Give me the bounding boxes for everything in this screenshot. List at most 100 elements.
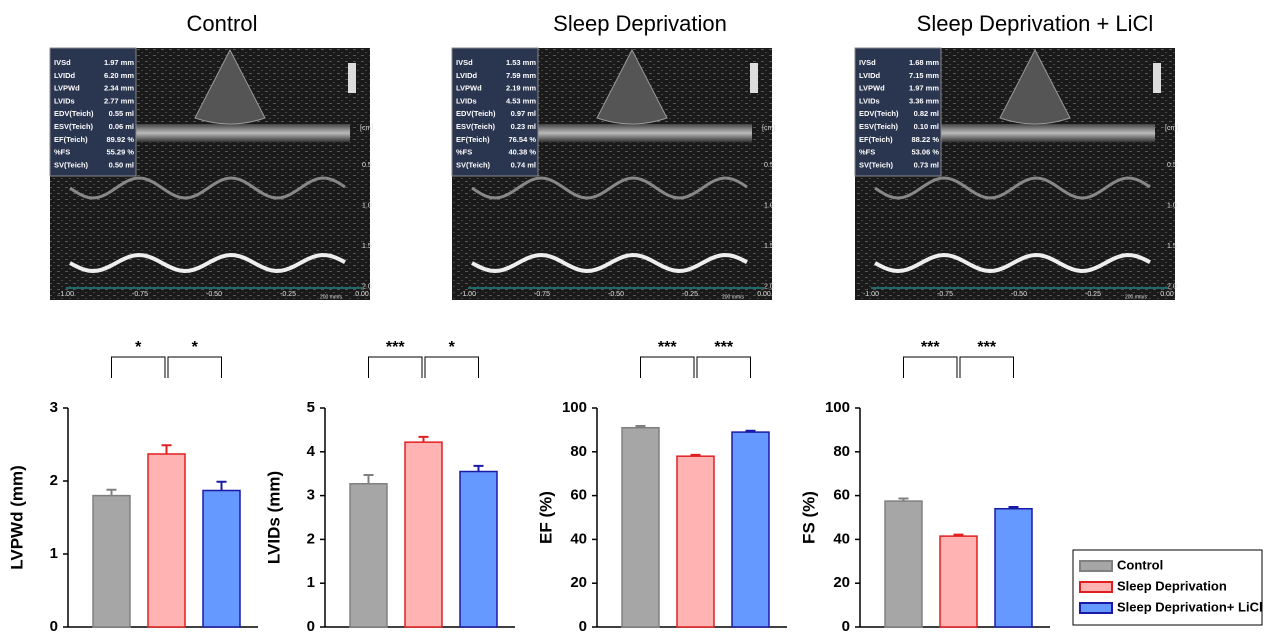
y-tick-label: 20: [570, 574, 587, 591]
measurement-value: 1.97 mm: [104, 58, 134, 67]
error-bar: [419, 437, 429, 442]
measurement-value: 0.73 ml: [914, 160, 939, 169]
echo-band: [537, 124, 752, 142]
measurement-label: LVIDs: [456, 96, 477, 105]
y-tick-label: 0: [50, 618, 58, 634]
measurement-label: EF(Teich): [54, 135, 88, 144]
significance-bracket: [641, 357, 695, 378]
echo-depth-label: 1.0: [362, 202, 372, 209]
echo-x-label: -0.50: [1011, 291, 1027, 298]
y-tick-label: 60: [833, 487, 850, 504]
measurement-value: 89.92 %: [106, 135, 134, 144]
y-tick-label: 0: [307, 618, 315, 634]
echo-band: [135, 124, 350, 142]
measurement-label: LVIDd: [54, 71, 76, 80]
bar: [405, 442, 442, 627]
measurement-value: 0.97 ml: [511, 109, 536, 118]
measurement-value: 76.54 %: [508, 135, 536, 144]
echo-x-label: 0.00: [355, 291, 369, 298]
echo-x-label: 0.00: [1160, 291, 1174, 298]
echo-x-label: -0.50: [206, 291, 222, 298]
measurement-label: EDV(Teich): [859, 109, 899, 118]
bar: [732, 432, 769, 627]
echo-x-label: -1.00: [58, 291, 74, 298]
legend-swatch: [1080, 561, 1112, 571]
measurement-value: 6.20 mm: [104, 71, 134, 80]
panel-title: Sleep Deprivation + LiCl: [917, 11, 1154, 36]
measurement-value: 2.19 mm: [506, 84, 536, 93]
y-tick-label: 60: [570, 487, 587, 504]
measurement-label: LVIDd: [456, 71, 478, 80]
error-bar: [107, 490, 117, 496]
echo-depth-label: 1.5: [362, 243, 372, 250]
significance-label: ***: [921, 339, 940, 356]
gray-scale: [1153, 63, 1161, 93]
echo-depth-label: 2.0: [362, 283, 372, 290]
measurement-value: 4.53 mm: [506, 96, 536, 105]
measurement-label: SV(Teich): [456, 160, 491, 169]
bar: [995, 509, 1032, 627]
echo-x-label: -0.75: [132, 291, 148, 298]
bar: [622, 428, 659, 627]
measurement-value: 3.36 mm: [909, 96, 939, 105]
bar: [460, 472, 497, 627]
error-bar: [162, 445, 172, 454]
measurement-label: LVIDs: [859, 96, 880, 105]
echo-x-label: -0.25: [1085, 291, 1101, 298]
y-tick-label: 3: [50, 399, 58, 416]
bar: [203, 490, 240, 627]
legend-label: Sleep Deprivation+ LiCl: [1117, 599, 1263, 614]
y-axis-label: EF (%): [536, 491, 555, 544]
echo-x-label: -0.75: [534, 291, 550, 298]
echo-depth-label: 2.0: [764, 283, 774, 290]
y-tick-label: 20: [833, 574, 850, 591]
echo-x-label: -0.50: [608, 291, 624, 298]
y-tick-label: 100: [562, 399, 587, 416]
y-tick-label: 2: [307, 530, 315, 547]
echo-depth-label: 1.5: [764, 243, 774, 250]
echo-speed: 200 mm/s: [722, 294, 744, 300]
measurement-value: 7.15 mm: [909, 71, 939, 80]
significance-label: ***: [658, 339, 677, 356]
significance-bracket: [697, 357, 751, 378]
measurement-label: ESV(Teich): [859, 122, 899, 131]
measurement-label: %FS: [859, 148, 875, 157]
measurement-label: EDV(Teich): [456, 109, 496, 118]
echo-band: [940, 124, 1155, 142]
echo-depth-label: 1.0: [764, 202, 774, 209]
bar: [148, 454, 185, 627]
measurement-label: LVPWd: [859, 84, 885, 93]
significance-bracket: [960, 357, 1014, 378]
measurement-value: 2.77 mm: [104, 96, 134, 105]
gray-scale: [750, 63, 758, 93]
y-tick-label: 2: [50, 472, 58, 489]
measurement-value: 55.29 %: [106, 148, 134, 157]
measurement-value: 0.10 ml: [914, 122, 939, 131]
echo-depth-label: 1.5: [1167, 243, 1177, 250]
y-tick-label: 1: [50, 545, 58, 562]
significance-bracket: [369, 357, 423, 378]
significance-bracket: [168, 357, 222, 378]
echo-unit: [cm]: [1165, 125, 1178, 132]
measurement-label: %FS: [54, 148, 70, 157]
measurement-value: 88.22 %: [911, 135, 939, 144]
y-axis-label: LVPWd (mm): [7, 465, 26, 570]
legend-swatch: [1080, 582, 1112, 592]
y-axis-label: LVIDs (mm): [264, 471, 283, 564]
y-tick-label: 3: [307, 487, 315, 504]
measurement-value: 0.23 ml: [511, 122, 536, 131]
bar: [350, 484, 387, 627]
measurement-value: 0.55 ml: [109, 109, 134, 118]
echo-x-label: -1.00: [460, 291, 476, 298]
figure: ControlIVSd1.97 mmLVIDd6.20 mmLVPWd2.34 …: [0, 0, 1266, 634]
echo-speed: 200 mm/s: [320, 294, 342, 300]
significance-label: ***: [386, 339, 405, 356]
measurement-label: EF(Teich): [456, 135, 490, 144]
panel-title: Control: [187, 11, 258, 36]
significance-label: *: [135, 339, 142, 356]
measurement-value: 53.06 %: [911, 148, 939, 157]
measurement-label: LVIDs: [54, 96, 75, 105]
y-tick-label: 4: [307, 443, 316, 460]
measurement-value: 1.97 mm: [909, 84, 939, 93]
echo-unit: [cm]: [360, 125, 373, 132]
